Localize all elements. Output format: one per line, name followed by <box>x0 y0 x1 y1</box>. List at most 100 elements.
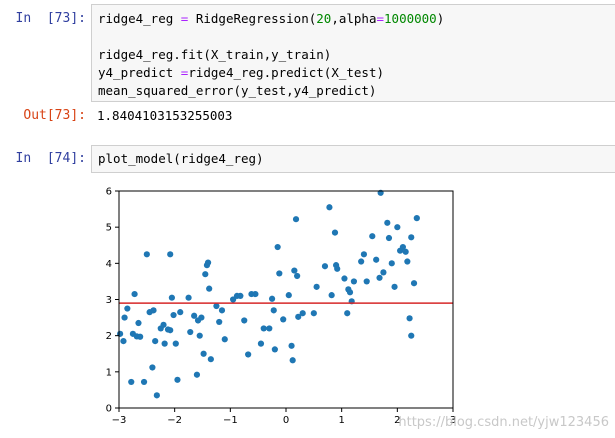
x-tick-label: −3 <box>112 415 127 426</box>
data-point <box>131 290 138 298</box>
data-point <box>413 215 420 222</box>
data-point <box>363 278 370 285</box>
code-token: ridge4_reg.predict(X_test) <box>188 65 384 80</box>
data-point <box>410 280 418 287</box>
output-value-73: 1.8404103153255003 <box>97 108 233 123</box>
y-tick-label: 5 <box>106 223 112 234</box>
y-tick-label: 6 <box>106 187 112 198</box>
data-point <box>384 219 391 226</box>
data-point <box>350 278 358 285</box>
code-token: 20 <box>316 11 332 26</box>
data-point <box>237 292 244 299</box>
input-prompt-73: In [73]: <box>15 11 86 26</box>
data-point <box>369 233 376 240</box>
data-point <box>187 328 194 336</box>
x-tick-label: −1 <box>223 415 238 426</box>
code-token: ) <box>436 11 445 26</box>
code-token: ridge4_reg.fit(X_train,y_train) <box>98 47 332 62</box>
data-point <box>404 258 411 265</box>
data-point <box>373 256 380 263</box>
data-point <box>358 258 365 265</box>
data-point <box>276 270 283 277</box>
code-token: = <box>376 11 385 26</box>
data-point <box>120 337 127 345</box>
data-point <box>271 346 278 353</box>
data-point <box>344 310 351 317</box>
data-point <box>198 314 205 321</box>
data-point <box>167 251 174 258</box>
data-point <box>213 302 220 310</box>
y-tick-label: 0 <box>106 404 112 415</box>
data-point <box>150 307 157 314</box>
code-input-74[interactable]: plot_model(ridge4_reg) <box>91 145 615 173</box>
code-line: plot_model(ridge4_reg) <box>98 151 264 167</box>
data-point <box>124 305 131 312</box>
data-point <box>331 229 339 236</box>
data-point <box>346 289 354 296</box>
data-point <box>161 340 168 347</box>
data-point <box>295 313 302 320</box>
watermark: https://blog.csdn.net/yjw123456 <box>398 415 609 430</box>
data-point <box>294 272 301 280</box>
data-point <box>170 311 177 319</box>
data-point <box>196 332 203 339</box>
data-point <box>280 316 287 323</box>
data-point <box>193 371 201 378</box>
x-tick-label: −2 <box>167 415 182 426</box>
data-point <box>152 337 159 345</box>
data-point <box>388 260 395 267</box>
data-point <box>153 392 160 399</box>
plot-frame <box>118 190 454 409</box>
x-tick-label: 3 <box>450 415 456 426</box>
code-line: y4_predict =ridge4_reg.predict(X_test) <box>98 65 384 81</box>
code-line: mean_squared_error(y_test,y4_predict) <box>98 83 376 99</box>
data-point <box>292 216 300 223</box>
data-point <box>218 307 226 314</box>
data-point <box>266 325 273 332</box>
data-point <box>248 290 255 298</box>
data-point <box>274 243 281 251</box>
plot-output: −3 −2 −1 0 1 2 3 0 1 2 3 4 5 6 <box>91 178 471 432</box>
code-token: = <box>180 65 189 80</box>
data-point <box>216 318 223 326</box>
code-token: ridge4_reg <box>98 11 181 26</box>
data-point <box>402 248 409 255</box>
data-point <box>185 294 192 301</box>
data-point <box>207 356 214 363</box>
data-point <box>143 251 150 258</box>
data-point <box>380 269 387 276</box>
input-prompt-74: In [74]: <box>15 151 86 166</box>
data-point <box>270 307 277 314</box>
data-point <box>406 315 413 322</box>
data-point <box>376 274 383 281</box>
y-tick-label: 4 <box>106 259 112 270</box>
data-point <box>168 294 175 301</box>
data-point <box>140 378 148 386</box>
data-point <box>241 317 248 324</box>
data-point <box>399 243 406 251</box>
data-point <box>268 295 276 302</box>
data-point <box>128 378 135 386</box>
data-point <box>202 271 209 278</box>
x-tick-label: 0 <box>283 415 289 426</box>
data-point <box>333 262 340 269</box>
data-point <box>149 364 156 371</box>
data-point <box>328 292 335 299</box>
data-point <box>260 325 267 332</box>
data-point <box>299 310 306 317</box>
x-tick-label: 2 <box>394 415 400 426</box>
code-token: 1000000 <box>384 11 437 26</box>
data-point <box>289 357 296 364</box>
data-point <box>245 351 252 358</box>
data-point <box>167 327 174 334</box>
data-point <box>200 350 207 357</box>
code-input-73[interactable]: ridge4_reg = RidgeRegression(20,alpha=10… <box>91 4 615 102</box>
data-point <box>191 312 198 319</box>
data-point <box>408 234 415 241</box>
x-tick-label: 1 <box>338 415 344 426</box>
y-tick-label: 3 <box>106 295 112 306</box>
code-token: mean_squared_error(y_test,y4_predict) <box>98 83 377 98</box>
code-line: ridge4_reg = RidgeRegression(20,alpha=10… <box>98 11 444 27</box>
data-point <box>137 333 144 340</box>
data-point <box>230 296 237 303</box>
